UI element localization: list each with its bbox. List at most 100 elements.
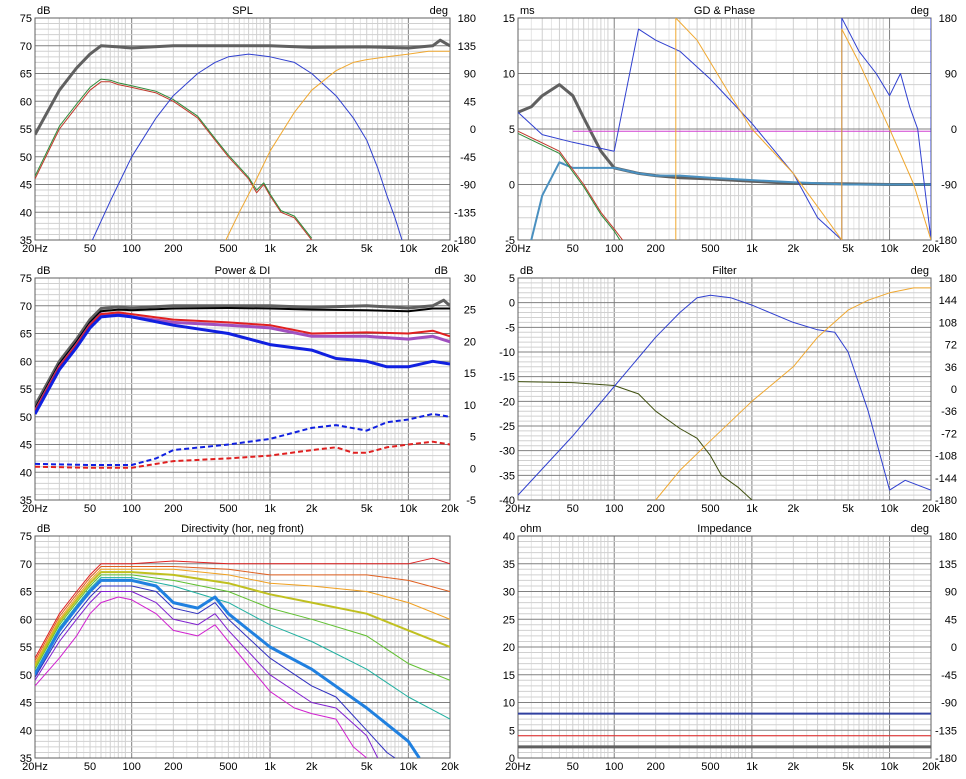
power-x-tick-label: 50 [84, 503, 96, 515]
filter-x-tick-label: 2k [788, 503, 800, 515]
spl-chart: SPL dB deg 75 70 65 60 55 50 45 40 35 180 135 90 45 0 -45… [20, 5, 476, 255]
spl-grid [34, 17, 451, 241]
filter-y-tick-label: -30 [499, 446, 515, 458]
impedance-y-tick-label: 20 [503, 642, 515, 654]
directivity-y-tick-label: 55 [20, 642, 32, 654]
power-y2-tick-label: 0 [470, 463, 476, 475]
gd-x-tick-label: 5k [842, 243, 854, 255]
filter-y-tick-label: -15 [499, 372, 515, 384]
impedance-x-tick-label: 10k [881, 761, 899, 773]
filter-y-tick-label: 0 [509, 298, 515, 310]
power-y-tick-label: 65 [20, 329, 32, 341]
gd-y-tick-label: 5 [509, 124, 515, 136]
impedance-y2-tick-label: -45 [941, 670, 957, 682]
power-series-line-4 [35, 311, 450, 412]
gd-x-tick-label: 100 [605, 243, 623, 255]
filter-x-tick-label: 20k [922, 503, 940, 515]
filter-y2-tick-label: 36 [945, 362, 957, 374]
spl-y2-tick-label: 135 [458, 41, 476, 53]
spl-series-line-1 [35, 38, 450, 136]
filter-y2-tick-label: 144 [939, 295, 957, 307]
spl-series-line-2 [35, 81, 313, 240]
gd-y2-tick-label: 90 [945, 69, 957, 81]
filter-frame [517, 277, 932, 501]
gd-y2-tick-label: -90 [941, 180, 957, 192]
impedance-y2-tick-label: -180 [935, 753, 957, 765]
impedance-y2-unit: deg [911, 523, 929, 535]
impedance-x-tick-label: 20Hz [505, 761, 531, 773]
gd-series-line-7 [675, 18, 931, 240]
power-x-tick-label: 5k [361, 503, 373, 515]
impedance-title: Impedance [697, 523, 751, 535]
spl-x-tick-label: 2k [306, 243, 318, 255]
power-series-line-7 [35, 440, 450, 469]
directivity-y-tick-label: 45 [20, 698, 32, 710]
impedance-y-tick-label: 35 [503, 559, 515, 571]
spl-x-tick-label: 5k [361, 243, 373, 255]
directivity-series-line-1 [35, 557, 450, 659]
filter-x-tick-label: 500 [701, 503, 719, 515]
gd-series-line-1 [518, 83, 931, 186]
impedance-y-tick-label: 40 [503, 531, 515, 543]
spl-series-group [35, 38, 450, 240]
power-y-tick-label: 50 [20, 412, 32, 424]
gd-title: GD & Phase [694, 5, 755, 17]
spl-series-line-3 [35, 78, 313, 239]
power-y2-tick-label: -5 [466, 495, 476, 507]
gd-y-tick-label: -5 [505, 235, 515, 247]
spl-y-tick-label: 65 [20, 69, 32, 81]
impedance-y2-tick-label: 90 [945, 587, 957, 599]
impedance-y2-tick-label: -90 [941, 698, 957, 710]
filter-y2-tick-label: -180 [935, 495, 957, 507]
directivity-y-unit: dB [37, 523, 50, 535]
power-x-tick-label: 20Hz [22, 503, 48, 515]
power-y-tick-label: 70 [20, 301, 32, 313]
spl-y-tick-label: 60 [20, 96, 32, 108]
power-y2-tick-label: 5 [470, 432, 476, 444]
power-y-tick-label: 40 [20, 467, 32, 479]
spl-x-tick-label: 500 [219, 243, 237, 255]
power-x-tick-label: 2k [306, 503, 318, 515]
spl-x-tick-label: 20Hz [22, 243, 48, 255]
gd-y2-tick-label: 180 [939, 13, 957, 25]
spl-x-tick-label: 50 [84, 243, 96, 255]
power-y-tick-label: 60 [20, 356, 32, 368]
spl-y-tick-label: 35 [20, 235, 32, 247]
gd-x-tick-label: 50 [567, 243, 579, 255]
spl-y2-tick-label: 180 [458, 13, 476, 25]
directivity-x-tick-label: 10k [399, 761, 417, 773]
directivity-series-line-2 [35, 566, 450, 662]
impedance-x-tick-label: 100 [605, 761, 623, 773]
gd-y2-unit: deg [911, 5, 929, 17]
spl-y2-tick-label: -180 [454, 235, 476, 247]
impedance-x-tick-label: 20k [922, 761, 940, 773]
filter-y-tick-label: -35 [499, 470, 515, 482]
power-x-tick-label: 1k [264, 503, 276, 515]
directivity-y-tick-label: 75 [20, 531, 32, 543]
directivity-x-tick-label: 200 [164, 761, 182, 773]
impedance-y-tick-label: 5 [509, 725, 515, 737]
filter-y-tick-label: -20 [499, 396, 515, 408]
spl-y2-tick-label: 90 [464, 69, 476, 81]
power-y-tick-label: 75 [20, 273, 32, 285]
impedance-x-tick-label: 2k [788, 761, 800, 773]
directivity-title: Directivity (hor, neg front) [181, 523, 304, 535]
filter-x-tick-label: 5k [842, 503, 854, 515]
power-y2-tick-label: 15 [464, 368, 476, 380]
gd-x-tick-label: 200 [646, 243, 664, 255]
power-x-tick-label: 10k [399, 503, 417, 515]
power-y2-tick-label: 30 [464, 273, 476, 285]
spl-title: SPL [232, 5, 253, 17]
gd-x-tick-label: 500 [701, 243, 719, 255]
directivity-x-tick-label: 5k [361, 761, 373, 773]
power-y-unit: dB [37, 265, 50, 277]
filter-series-line-3 [655, 287, 931, 500]
impedance-y2-tick-label: 45 [945, 614, 957, 626]
power-y2-tick-label: 25 [464, 305, 476, 317]
directivity-y-tick-label: 70 [20, 559, 32, 571]
spl-y-tick-label: 75 [20, 13, 32, 25]
filter-x-tick-label: 200 [646, 503, 664, 515]
gd-x-tick-label: 20Hz [505, 243, 531, 255]
directivity-series-line-5 [35, 574, 450, 681]
